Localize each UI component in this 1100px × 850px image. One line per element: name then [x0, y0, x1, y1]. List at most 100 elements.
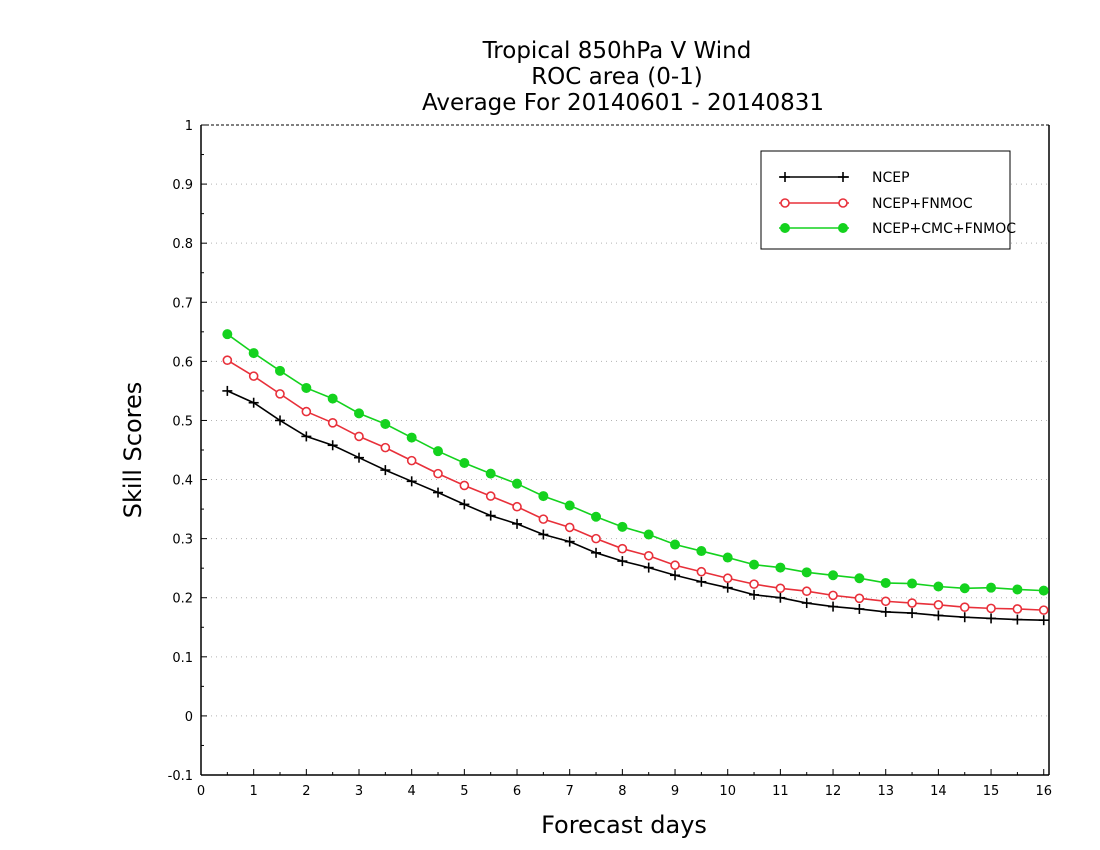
legend-marker	[780, 223, 790, 233]
data-point-ncep-cmc-fnmoc	[643, 529, 654, 540]
y-tick-label: 0	[185, 710, 193, 725]
data-point-ncep-cmc-fnmoc	[959, 583, 970, 594]
data-point-ncep	[1038, 615, 1049, 626]
chart-title-line-1: Tropical 850hPa V Wind	[482, 38, 752, 64]
data-point-ncep-cmc-fnmoc	[354, 408, 365, 419]
x-tick-label: 10	[719, 784, 736, 799]
data-point-ncep-cmc-fnmoc	[406, 432, 417, 443]
data-point-ncep	[591, 547, 602, 558]
data-point-ncep	[643, 562, 654, 573]
data-point-ncep	[459, 499, 470, 510]
data-point-ncep-fnmoc	[933, 600, 944, 610]
y-tick-label: 0.7	[172, 296, 193, 311]
data-point-ncep	[380, 465, 391, 476]
data-point-ncep-fnmoc	[1038, 605, 1049, 615]
data-point-ncep-cmc-fnmoc	[1038, 585, 1049, 596]
legend-item-ncep: NCEP	[779, 170, 910, 186]
data-point-ncep	[775, 592, 786, 603]
chart-title: Tropical 850hPa V Wind ROC area (0-1) Av…	[422, 38, 824, 116]
legend-box	[760, 150, 1011, 250]
x-tick-label: 1	[250, 784, 258, 799]
data-point-ncep-fnmoc	[485, 491, 496, 501]
legend-marker	[780, 198, 790, 208]
data-point-ncep-fnmoc	[512, 501, 522, 512]
gridlines	[201, 183, 1049, 717]
data-point-ncep	[512, 518, 523, 529]
data-point-ncep-cmc-fnmoc	[538, 491, 549, 502]
x-tick-label: 16	[1035, 784, 1052, 799]
data-point-ncep	[354, 452, 365, 463]
data-point-ncep-fnmoc	[406, 455, 417, 466]
y-axis-ticks: -0.1 0 0.1 0.2 0.3 0.4 0.5 0.6 0.7 0.8 0.9 1	[168, 119, 207, 784]
data-point-ncep-fnmoc	[222, 355, 233, 365]
x-tick-label: 11	[772, 784, 789, 799]
x-tick-label: 3	[355, 784, 363, 799]
x-axis-label: Forecast days	[541, 811, 707, 839]
data-series	[222, 329, 1049, 626]
data-point-ncep-cmc-fnmoc	[222, 329, 233, 340]
data-point-ncep-fnmoc	[828, 590, 838, 601]
data-point-ncep-cmc-fnmoc	[749, 559, 760, 570]
data-point-ncep-fnmoc	[775, 583, 786, 594]
x-tick-label: 13	[877, 784, 894, 799]
data-point-ncep-fnmoc	[722, 573, 733, 584]
series-line-ncep-fnmoc	[226, 359, 1044, 611]
data-point-ncep-cmc-fnmoc	[564, 500, 575, 511]
data-point-ncep-cmc-fnmoc	[617, 521, 628, 532]
data-point-ncep-fnmoc	[591, 533, 601, 544]
legend: NCEP NCEP+FNMOC NCEP+CMC+FNMOC	[760, 150, 1016, 250]
data-point-ncep-cmc-fnmoc	[485, 468, 496, 479]
data-point-ncep-fnmoc	[986, 603, 996, 614]
data-point-ncep-cmc-fnmoc	[327, 393, 338, 404]
series-ncep-fnmoc	[222, 355, 1049, 615]
data-point-ncep-fnmoc	[380, 442, 391, 453]
data-point-ncep-fnmoc	[907, 598, 917, 608]
data-point-ncep-fnmoc	[880, 596, 891, 607]
legend-label: NCEP+FNMOC	[872, 196, 973, 212]
data-point-ncep-cmc-fnmoc	[828, 570, 839, 581]
chart-title-line-3: Average For 20140601 - 20140831	[422, 90, 824, 116]
data-point-ncep-cmc-fnmoc	[880, 577, 891, 588]
legend-item-ncep-fnmoc: NCEP+FNMOC	[779, 196, 973, 212]
data-point-ncep-fnmoc	[617, 543, 628, 554]
data-point-ncep-fnmoc	[643, 550, 654, 561]
x-tick-label: 8	[618, 784, 626, 799]
data-point-ncep-cmc-fnmoc	[591, 511, 602, 522]
legend-item-ncep-cmc-fnmoc: NCEP+CMC+FNMOC	[779, 221, 1016, 237]
data-point-ncep-cmc-fnmoc	[801, 567, 812, 578]
data-point-ncep-cmc-fnmoc	[380, 419, 391, 429]
data-point-ncep	[406, 476, 417, 487]
data-point-ncep-cmc-fnmoc	[512, 478, 523, 489]
data-point-ncep	[617, 556, 628, 567]
data-point-ncep	[854, 603, 865, 614]
series-ncep	[222, 385, 1049, 626]
data-point-ncep-fnmoc	[275, 389, 285, 399]
data-point-ncep-fnmoc	[801, 586, 812, 597]
data-point-ncep	[670, 570, 681, 581]
series-ncep-cmc-fnmoc	[222, 329, 1049, 596]
data-point-ncep-cmc-fnmoc	[459, 458, 470, 468]
data-point-ncep	[959, 612, 970, 623]
y-tick-label: 0.6	[172, 355, 193, 370]
data-point-ncep	[538, 529, 549, 540]
x-tick-label: 14	[930, 784, 947, 799]
chart-title-line-2: ROC area (0-1)	[531, 64, 703, 90]
x-tick-label: 6	[513, 784, 521, 799]
x-tick-label: 0	[197, 784, 205, 799]
y-tick-label: 0.2	[172, 592, 193, 607]
data-point-ncep-cmc-fnmoc	[986, 582, 997, 593]
data-point-ncep-cmc-fnmoc	[301, 382, 312, 393]
data-point-ncep-fnmoc	[670, 560, 680, 571]
legend-marker	[838, 172, 848, 182]
y-tick-label: 0.1	[172, 651, 193, 666]
x-axis-ticks: 0 1 2 3 4 5 6 7 8 9 10 11 12 13 14 15 16	[197, 769, 1052, 799]
data-point-ncep-cmc-fnmoc	[907, 578, 918, 589]
data-point-ncep-cmc-fnmoc	[775, 562, 786, 573]
data-point-ncep-cmc-fnmoc	[433, 446, 444, 457]
data-point-ncep	[907, 608, 918, 619]
x-tick-label: 15	[983, 784, 1000, 799]
data-point-ncep	[749, 589, 760, 600]
data-point-ncep	[222, 385, 233, 396]
data-point-ncep-fnmoc	[327, 418, 338, 428]
